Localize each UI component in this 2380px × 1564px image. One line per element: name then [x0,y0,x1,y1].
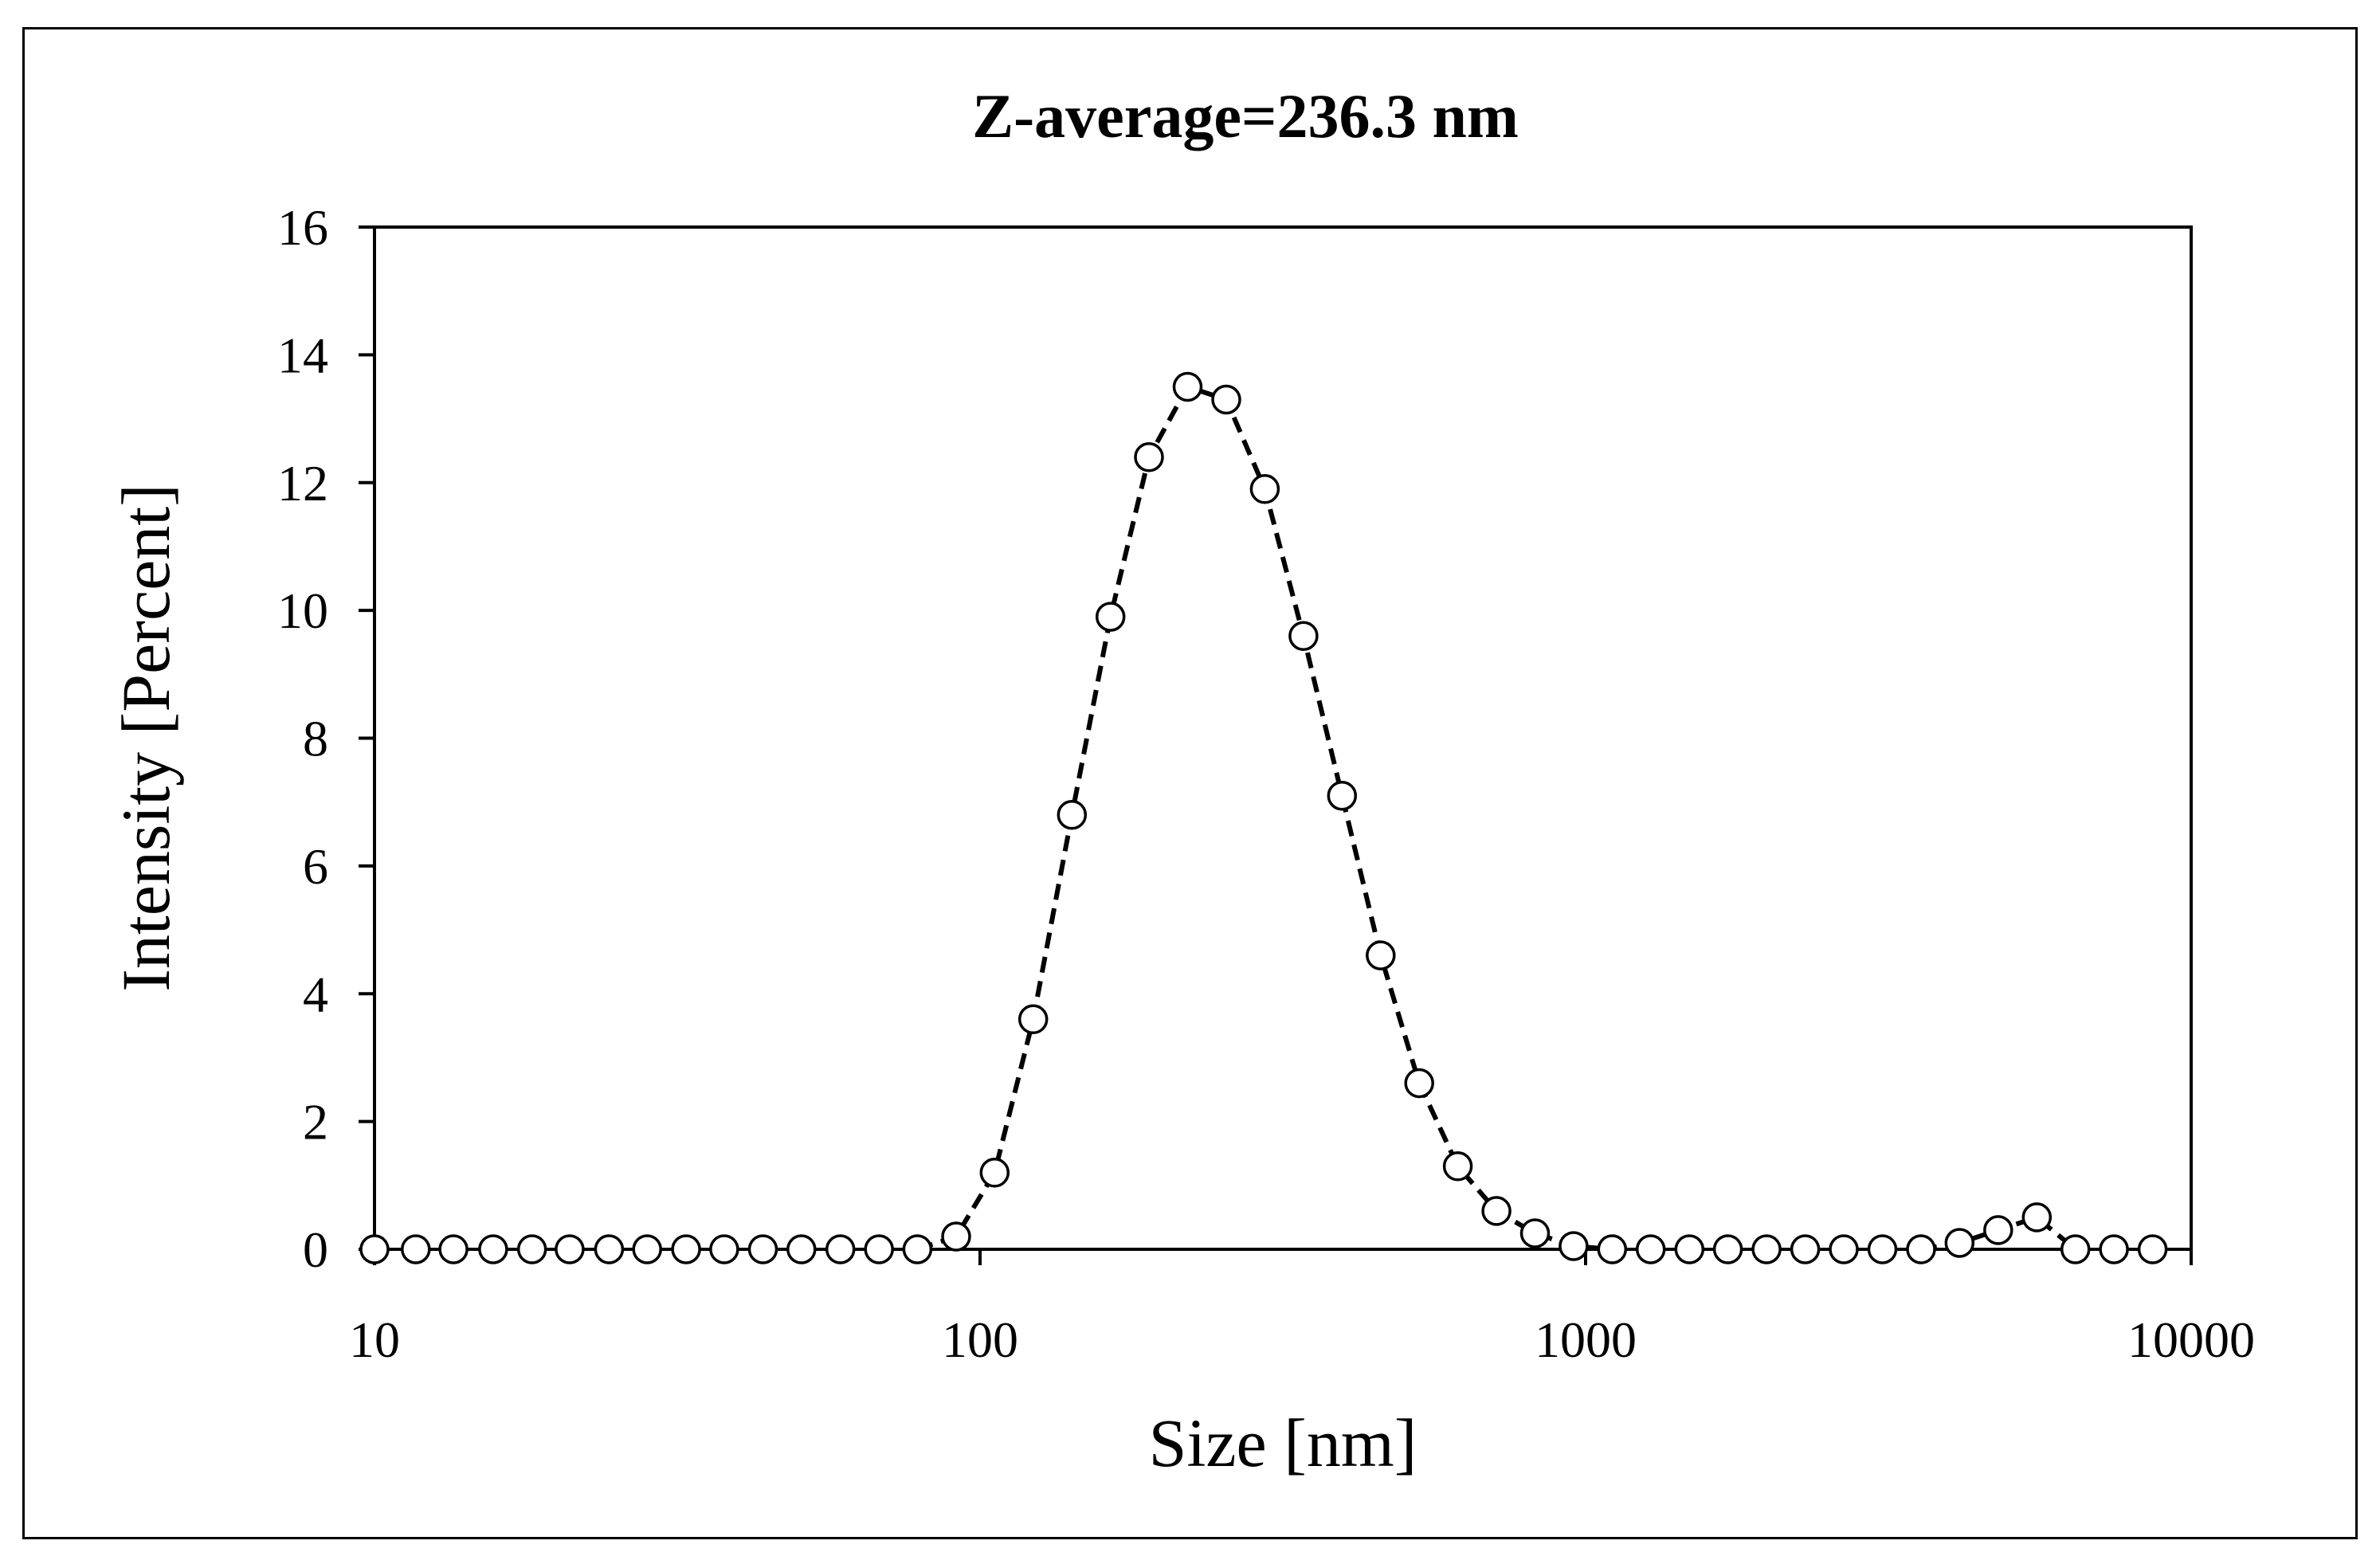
data-point [1288,621,1319,651]
data-point [2099,1234,2129,1264]
data-point [1249,474,1280,504]
data-point [1635,1234,1666,1264]
data-point [671,1234,701,1264]
data-point [1481,1196,1512,1226]
data-point [516,1234,547,1264]
data-point [2060,1234,2091,1264]
x-axis: 10 100 1000 10000 [349,1249,2255,1368]
data-point [555,1234,585,1264]
data-point [594,1234,625,1264]
data-point [1829,1234,1859,1264]
data-point [1211,384,1241,415]
data-point [825,1234,856,1264]
data-point [1134,441,1164,472]
x-axis-label: Size [nm] [1149,1405,1417,1481]
data-point [478,1234,508,1264]
y-tick-label: 8 [303,711,328,767]
data-point [1790,1234,1821,1264]
y-axis-label: Intensity [Percent] [108,484,184,992]
chart-frame [22,27,2358,1539]
data-point [1172,371,1203,402]
data-point [1017,1004,1049,1035]
y-axis: 0 2 4 6 8 10 12 14 16 [277,199,374,1278]
data-point [709,1234,739,1264]
y-tick-label: 16 [277,199,328,256]
data-point [1519,1218,1551,1248]
data-point [401,1234,431,1264]
data-point [1057,799,1088,830]
data-point [1559,1231,1589,1261]
data-point [1442,1151,1473,1182]
x-tick-label: 1000 [1535,1311,1637,1368]
data-point [941,1221,971,1252]
y-tick-label: 12 [277,455,328,512]
data-point [864,1234,894,1264]
data-point [1751,1234,1782,1264]
chart-title: Z-average=236.3 nm [972,81,1519,151]
data-point [786,1234,817,1264]
data-point [1366,940,1396,970]
data-point [438,1234,469,1264]
data-point [1867,1234,1898,1264]
data-point [1983,1215,2013,1245]
data-point [979,1158,1010,1188]
data-point [1404,1068,1434,1099]
data-point [1597,1234,1628,1264]
data-point [902,1234,933,1264]
series-markers [359,371,2168,1264]
data-point [747,1234,778,1264]
data-point [1906,1234,1936,1264]
x-tick-label: 10000 [2127,1311,2255,1368]
data-point [2137,1234,2168,1264]
series-dashed-line [916,383,2077,1252]
data-point [2021,1202,2053,1233]
data-point [1712,1234,1743,1264]
data-point [359,1234,390,1264]
data-point [1674,1234,1705,1264]
data-point [1327,780,1358,811]
y-tick-label: 0 [303,1221,328,1278]
y-tick-label: 4 [303,966,328,1022]
y-tick-label: 2 [303,1094,328,1150]
x-tick-label: 100 [942,1311,1018,1368]
x-tick-label: 10 [349,1311,400,1368]
data-point [1095,602,1126,632]
y-tick-label: 10 [277,582,328,639]
plot-area-border [373,225,2193,1251]
data-point [632,1234,662,1264]
data-point [1944,1228,1975,1258]
y-tick-label: 14 [277,327,328,383]
y-tick-label: 6 [303,838,328,895]
